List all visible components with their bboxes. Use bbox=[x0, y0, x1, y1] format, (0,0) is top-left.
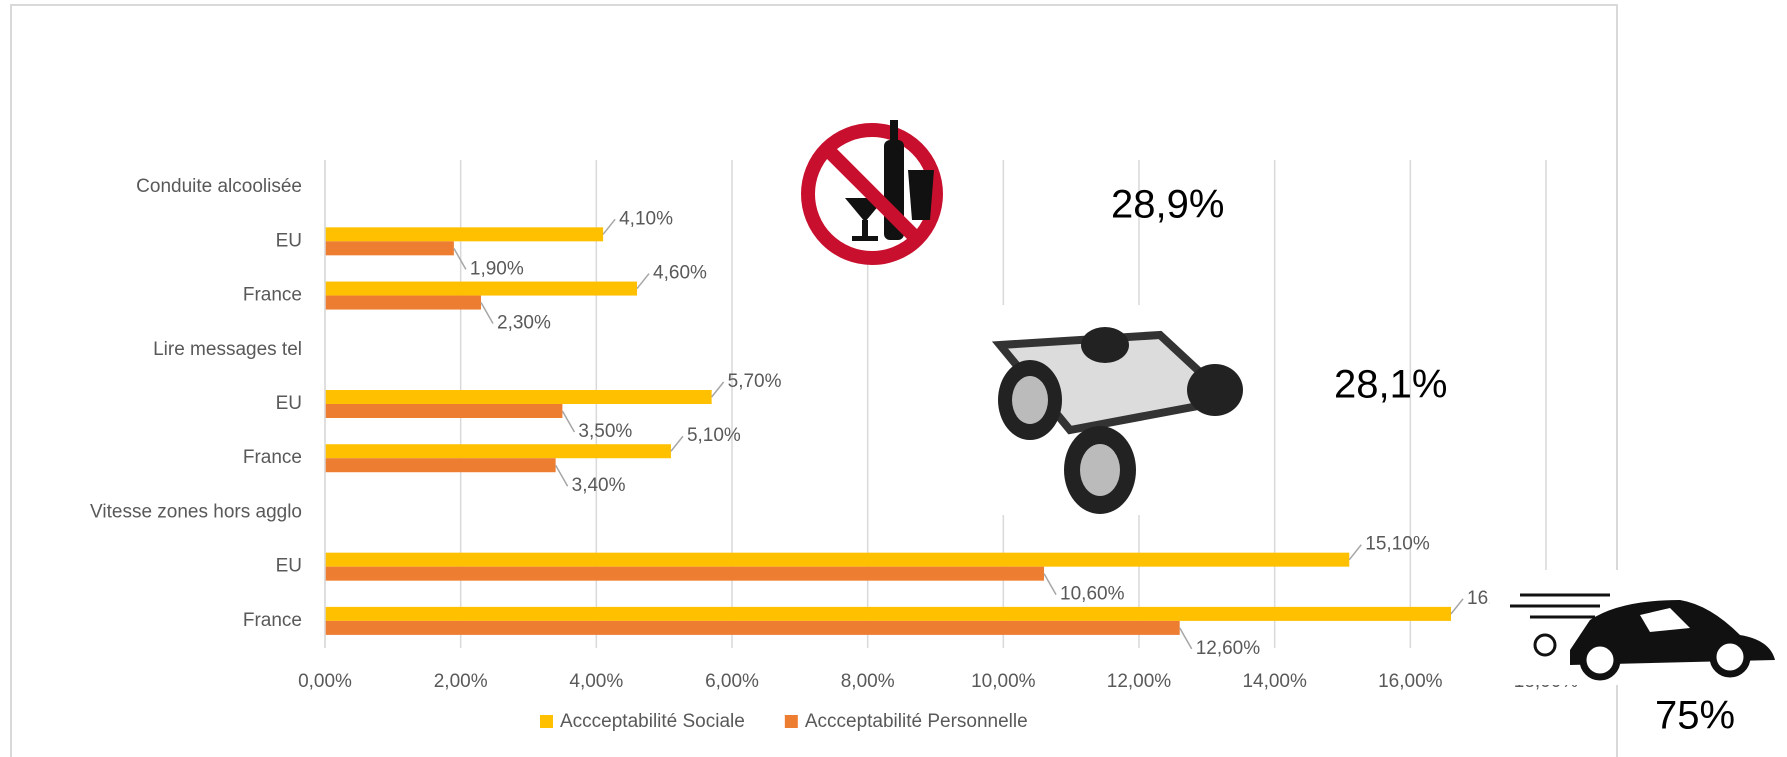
legend-label: Accceptabilité Personnelle bbox=[805, 711, 1028, 732]
plot: 0,00% 2,00% 4,00% 6,00% 8,00% 10,00% 12,00% 14,… bbox=[90, 160, 1578, 732]
data-label: 4,10% bbox=[619, 208, 673, 229]
x-tick-label: 8,00% bbox=[841, 671, 895, 692]
bar bbox=[325, 444, 671, 459]
x-tick-label: 12,00% bbox=[1107, 671, 1172, 692]
data-label: 3,40% bbox=[572, 475, 626, 496]
bar bbox=[325, 390, 712, 404]
data-label: 2,30% bbox=[497, 313, 551, 334]
bar bbox=[325, 281, 638, 296]
data-label: 10,60% bbox=[1060, 584, 1125, 605]
y-tick-label: France bbox=[243, 610, 302, 631]
y-tick-label: Vitesse zones hors agglo bbox=[90, 501, 302, 522]
bar bbox=[325, 566, 1045, 581]
leader-line bbox=[602, 218, 616, 235]
leader-line bbox=[1450, 598, 1464, 615]
x-tick-label: 6,00% bbox=[705, 671, 759, 692]
leader-line bbox=[554, 464, 569, 487]
y-tick-label: EU bbox=[276, 393, 302, 414]
data-label: 5,70% bbox=[728, 371, 782, 392]
y-tick-label: Lire messages tel bbox=[153, 339, 302, 360]
x-tick-label: 16,00% bbox=[1378, 671, 1443, 692]
bar bbox=[325, 606, 1452, 621]
bar bbox=[325, 295, 482, 310]
bar bbox=[325, 620, 1180, 635]
x-tick-label: 14,00% bbox=[1242, 671, 1307, 692]
leader-line bbox=[453, 247, 467, 270]
leader-line bbox=[1179, 627, 1193, 650]
y-tick-label: EU bbox=[276, 556, 302, 577]
legend-label: Accceptabilité Sociale bbox=[560, 711, 745, 732]
bar bbox=[325, 458, 556, 473]
leader-line bbox=[670, 435, 684, 452]
data-label: 3,50% bbox=[578, 421, 632, 442]
leader-line bbox=[711, 381, 725, 398]
phone-car-icon bbox=[955, 305, 1265, 515]
annotation: 28,1% bbox=[1334, 363, 1447, 407]
leader-line bbox=[636, 273, 650, 290]
annotation: 75% bbox=[1655, 694, 1735, 738]
data-label: 5,10% bbox=[687, 425, 741, 446]
chart-frame bbox=[10, 4, 1618, 757]
x-tick-label: 10,00% bbox=[971, 671, 1036, 692]
data-label: 12,60% bbox=[1196, 638, 1261, 659]
bar bbox=[325, 552, 1350, 567]
y-tick-label: Conduite alcoolisée bbox=[136, 176, 302, 197]
data-label: 4,60% bbox=[653, 263, 707, 284]
leader-line bbox=[561, 410, 576, 433]
x-tick-label: 0,00% bbox=[298, 671, 352, 692]
bar bbox=[325, 241, 454, 256]
bar bbox=[325, 404, 563, 418]
speeding-car-icon bbox=[1490, 570, 1787, 685]
no-alcohol-icon bbox=[801, 120, 943, 265]
y-tick-label: France bbox=[243, 447, 302, 468]
data-label: 15,10% bbox=[1365, 534, 1430, 555]
leader-line bbox=[1043, 573, 1057, 596]
y-tick-label: France bbox=[243, 285, 302, 306]
leader-line bbox=[480, 302, 494, 324]
x-tick-label: 2,00% bbox=[434, 671, 488, 692]
leader-line bbox=[1348, 544, 1362, 561]
legend-swatch bbox=[540, 715, 553, 728]
legend-swatch bbox=[784, 715, 798, 728]
data-label: 1,90% bbox=[470, 258, 524, 279]
bar bbox=[325, 227, 604, 242]
y-tick-label: EU bbox=[276, 230, 302, 251]
annotation: 28,9% bbox=[1111, 183, 1224, 227]
x-tick-label: 4,00% bbox=[569, 671, 623, 692]
